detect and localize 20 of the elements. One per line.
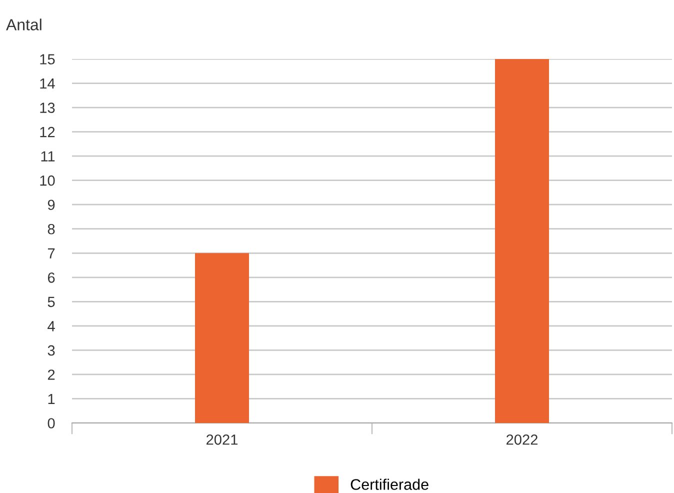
y-tick-label: 9 (48, 200, 55, 210)
y-tick-label: 3 (48, 345, 55, 356)
y-tick-label: 14 (40, 78, 55, 89)
y-axis-title: Antal (6, 18, 42, 30)
y-tick-label: 13 (40, 102, 55, 113)
legend-label: Certifierade (350, 478, 428, 490)
y-tick-label: 12 (40, 126, 55, 138)
y-tick-label: 8 (48, 224, 55, 234)
y-tick-label: 6 (48, 272, 55, 283)
y-tick-label: 7 (48, 248, 55, 258)
x-tick-label: 2021 (206, 434, 238, 445)
y-tick-label: 0 (48, 418, 55, 428)
y-tick-label: 10 (40, 175, 55, 186)
y-tick-label: 15 (40, 54, 55, 64)
y-tick-label: 4 (48, 321, 55, 332)
y-tick-label: 2 (48, 370, 55, 380)
y-tick-label: 1 (48, 394, 55, 404)
y-tick-label: 5 (48, 296, 55, 308)
y-tick-label: 11 (41, 151, 55, 162)
x-tick-label: 2022 (506, 434, 538, 445)
